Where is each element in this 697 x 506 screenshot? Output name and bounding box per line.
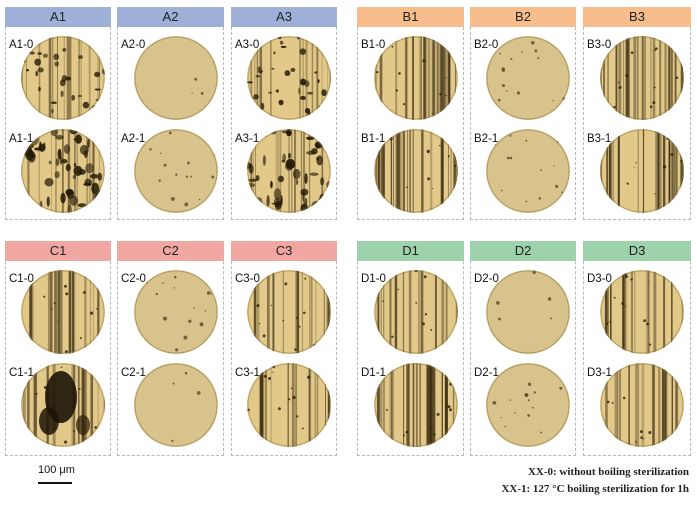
- micrograph-disk: [373, 36, 458, 120]
- legend-line-2: XX-1: 127 °C boiling sterilization for 1…: [501, 483, 689, 495]
- sample-label: C3-0: [235, 273, 260, 285]
- scale-bar: [38, 482, 72, 484]
- sample-label: D3-0: [587, 273, 612, 285]
- micrograph-disk: [600, 363, 684, 447]
- micrograph-disk: [373, 363, 458, 447]
- panel-b1: B1 B1-0 B1-1: [357, 7, 464, 220]
- micrograph-disk: [486, 129, 570, 213]
- sample-label: C2-1: [121, 367, 146, 379]
- sample-label: B1-1: [361, 133, 386, 145]
- micrograph-disk: [486, 270, 570, 354]
- sample-label: A3-0: [235, 39, 260, 51]
- sample-label: A1-0: [9, 39, 34, 51]
- sample-label: C2-0: [121, 273, 146, 285]
- sample-label: B2-1: [474, 133, 499, 145]
- panel-c1: C1 C1-0 C1-1: [5, 241, 111, 456]
- micrograph-disk: [600, 36, 684, 120]
- panel-header: C1: [5, 241, 111, 261]
- sample-label: B2-0: [474, 39, 499, 51]
- sample-label: B3-1: [587, 133, 612, 145]
- legend-line-1: XX-0: without boiling sterilization: [527, 466, 689, 478]
- sample-label: A2-1: [121, 133, 146, 145]
- sample-label: D1-1: [361, 367, 386, 379]
- micrograph-disk: [373, 270, 458, 354]
- micrograph-disk: [247, 129, 331, 213]
- micrograph-disk: [486, 36, 570, 120]
- micrograph-disk: [133, 270, 218, 354]
- panel-header: B2: [470, 7, 576, 27]
- micrograph-disk: [247, 270, 331, 354]
- panel-a2: A2 A2-0 A2-1: [117, 7, 224, 220]
- panel-header: A3: [231, 7, 337, 27]
- micrograph-disk: [600, 270, 684, 354]
- sample-label: D2-0: [474, 273, 499, 285]
- sample-label: A2-0: [121, 39, 146, 51]
- sample-label: D2-1: [474, 367, 499, 379]
- panel-a3: A3 A3-0 A3-1: [231, 7, 337, 220]
- sample-label: A1-1: [9, 133, 34, 145]
- micrograph-disk: [600, 129, 684, 213]
- sample-label: C1-1: [9, 367, 34, 379]
- micrograph-disk: [21, 270, 105, 354]
- panel-b2: B2 B2-0 B2-1: [470, 7, 576, 220]
- panel-a1: A1 A1-0 A1-1: [5, 7, 111, 220]
- panel-header: A2: [117, 7, 224, 27]
- sample-label: C1-0: [9, 273, 34, 285]
- micrograph-disk: [247, 363, 331, 447]
- sample-label: B1-0: [361, 39, 386, 51]
- micrograph-disk: [486, 363, 570, 447]
- micrograph-disk: [21, 36, 105, 120]
- panel-d2: D2 D2-0 D2-1: [470, 241, 576, 456]
- micrograph-disk: [133, 129, 218, 213]
- micrograph-disk: [21, 129, 105, 213]
- panel-d3: D3 D3-0 D3-1: [583, 241, 691, 456]
- panel-c3: C3 C3-0 C3-1: [231, 241, 337, 456]
- sample-label: D1-0: [361, 273, 386, 285]
- micrograph-disk: [21, 363, 105, 447]
- panel-header: A1: [5, 7, 111, 27]
- micrograph-disk: [373, 129, 458, 213]
- panel-header: D1: [357, 241, 464, 261]
- sample-label: A3-1: [235, 133, 260, 145]
- micrograph-disk: [133, 36, 218, 120]
- panel-header: D2: [470, 241, 576, 261]
- scale-bar-label: 100 μm: [38, 464, 75, 476]
- panel-b3: B3 B3-0 B3-1: [583, 7, 691, 220]
- sample-label: C3-1: [235, 367, 260, 379]
- sample-label: D3-1: [587, 367, 612, 379]
- micrograph-disk: [247, 36, 331, 120]
- panel-header: C2: [117, 241, 224, 261]
- micrograph-disk: [133, 363, 218, 447]
- panel-header: C3: [231, 241, 337, 261]
- panel-header: B1: [357, 7, 464, 27]
- sample-label: B3-0: [587, 39, 612, 51]
- panel-header: B3: [583, 7, 691, 27]
- panel-header: D3: [583, 241, 691, 261]
- panel-d1: D1 D1-0 D1-1: [357, 241, 464, 456]
- panel-c2: C2 C2-0 C2-1: [117, 241, 224, 456]
